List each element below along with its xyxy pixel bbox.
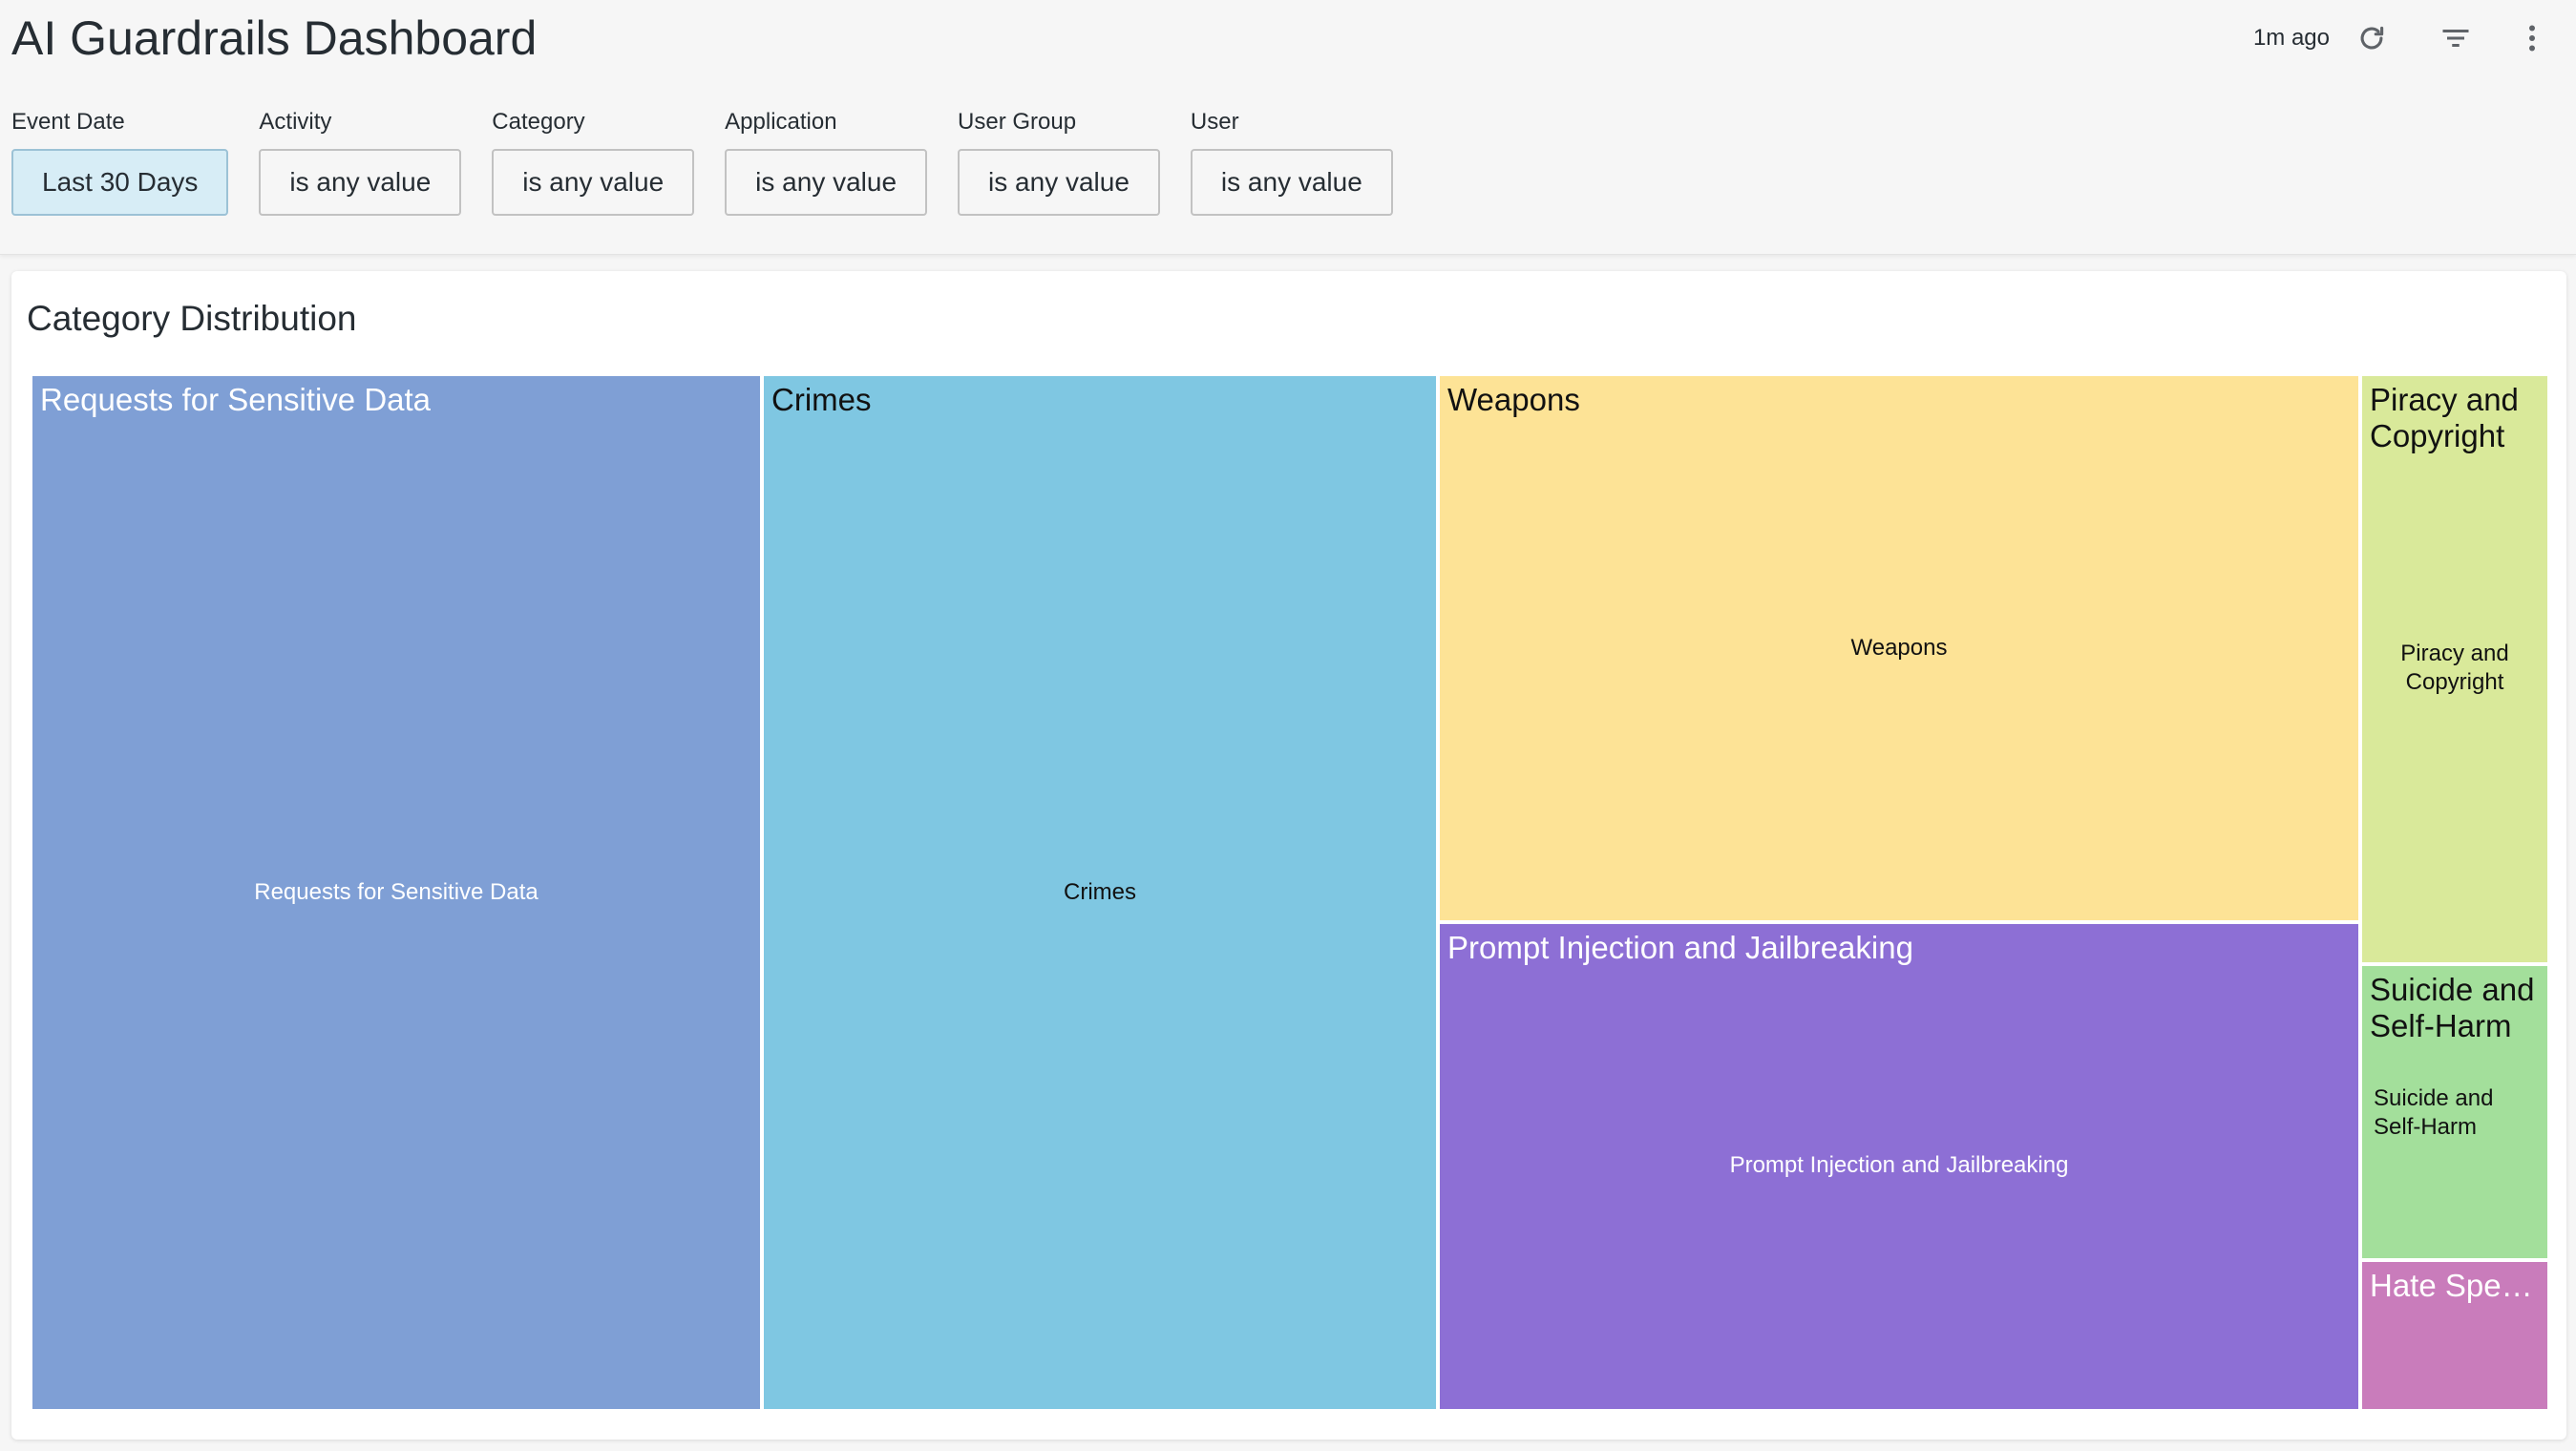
user-filter-button[interactable]: is any value: [1190, 149, 1393, 216]
filter-category: Category is any value: [492, 105, 695, 216]
filter-activity: Activity is any value: [259, 105, 462, 216]
refresh-button[interactable]: [2349, 15, 2395, 61]
tile-label: Prompt Injection and Jailbreaking: [1729, 1152, 2069, 1178]
dashboard-header: AI Guardrails Dashboard 1m ago Event Dat…: [0, 0, 2576, 255]
tile-header: Crimes: [771, 382, 872, 417]
application-filter-button[interactable]: is any value: [725, 149, 928, 216]
tile-label: Suicide and Self-Harm: [2374, 1085, 2494, 1140]
last-updated-text: 1m ago: [2252, 25, 2330, 51]
user-group-filter-button[interactable]: is any value: [958, 149, 1160, 216]
event-date-filter-button[interactable]: Last 30 Days: [11, 149, 229, 216]
category-distribution-panel: Category Distribution Requests for Sensi…: [11, 271, 2566, 1440]
tile-header: Requests for Sensitive Data: [40, 382, 432, 417]
treemap-tile-prompt-injection[interactable]: Prompt Injection and Jailbreaking Prompt…: [1440, 924, 2358, 1409]
filter-label: Activity: [259, 109, 332, 135]
more-vertical-icon: [2529, 25, 2535, 52]
tile-header: Piracy and Copyright: [2370, 382, 2519, 453]
tile-header: Weapons: [1447, 382, 1580, 417]
filter-label: Application: [725, 109, 837, 135]
tile-header: Hate Speec...: [2370, 1268, 2542, 1303]
treemap-tile-self-harm[interactable]: Suicide and Self-Harm Suicide and Self-H…: [2362, 966, 2547, 1258]
filter-button[interactable]: [2433, 15, 2479, 61]
filter-label: Category: [492, 109, 585, 135]
tile-label: Requests for Sensitive Data: [254, 879, 538, 905]
treemap-tile-piracy[interactable]: Piracy and Copyright Piracy and Copyrigh…: [2362, 376, 2547, 962]
filter-user-group: User Group is any value: [958, 105, 1160, 216]
filter-label: User: [1190, 109, 1239, 135]
panel-title: Category Distribution: [27, 299, 357, 338]
filter-event-date: Event Date Last 30 Days: [11, 105, 229, 216]
filter-label: Event Date: [11, 109, 125, 135]
filter-icon: [2442, 30, 2469, 47]
tile-header: Suicide and Self-Harm: [2370, 972, 2535, 1043]
treemap-tile-weapons[interactable]: Weapons Weapons: [1440, 376, 2358, 920]
filter-application: Application is any value: [725, 105, 928, 216]
treemap-tile-sensitive-data[interactable]: Requests for Sensitive Data Requests for…: [32, 376, 760, 1409]
filter-bar: Event Date Last 30 Days Activity is any …: [11, 105, 1393, 216]
activity-filter-button[interactable]: is any value: [259, 149, 462, 216]
treemap-tile-hate-speech[interactable]: Hate Speec...: [2362, 1262, 2547, 1409]
treemap-tile-crimes[interactable]: Crimes Crimes: [764, 376, 1436, 1409]
category-treemap: Requests for Sensitive Data Requests for…: [32, 376, 2547, 1409]
tile-header: Prompt Injection and Jailbreaking: [1447, 930, 1913, 965]
more-options-button[interactable]: [2509, 15, 2555, 61]
filter-user: User is any value: [1190, 105, 1393, 216]
refresh-icon: [2360, 26, 2384, 50]
page-title: AI Guardrails Dashboard: [11, 11, 538, 65]
tile-label: Piracy and Copyright: [2400, 641, 2509, 695]
tile-label: Weapons: [1850, 635, 1948, 661]
tile-label: Crimes: [1064, 879, 1136, 905]
category-filter-button[interactable]: is any value: [492, 149, 695, 216]
filter-label: User Group: [958, 109, 1077, 135]
